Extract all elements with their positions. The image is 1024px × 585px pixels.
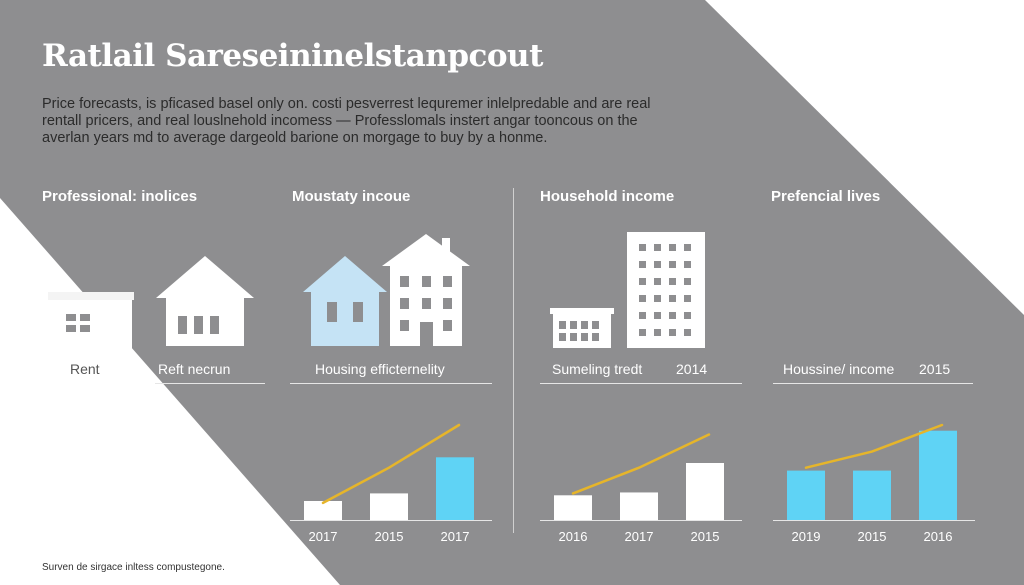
- apartment-tower-icon: [627, 232, 705, 348]
- x-tick-label: 2017: [441, 529, 470, 544]
- bar-chart-sumeling: 2016 2017 2015: [540, 433, 742, 544]
- low-building-icon: [550, 308, 614, 348]
- bar-0: [554, 495, 592, 520]
- section-heading-professional: Professional: inolices: [42, 188, 198, 205]
- divider-line: [773, 383, 973, 384]
- footer-note: Surven de sirgace inltess compustegone.: [42, 562, 225, 573]
- x-tick-label: 2016: [924, 529, 953, 544]
- label-reft-necrun: Reft necrun: [158, 361, 231, 377]
- intro-line: averlan years md to average dargeold bar…: [42, 130, 548, 146]
- label-sumeling: Sumeling tredt: [552, 361, 643, 377]
- label-housing: Housing efficternelity: [315, 361, 445, 377]
- label-year-2014: 2014: [676, 361, 708, 377]
- trend-line: [571, 433, 711, 495]
- intro-paragraph: Price forecasts, is pficased basel only …: [42, 96, 682, 147]
- bar-1: [620, 492, 658, 520]
- x-tick-label: 2015: [691, 529, 720, 544]
- bar-2: [436, 457, 474, 520]
- label-year-2015: 2015: [919, 361, 951, 377]
- bar-1: [370, 493, 408, 520]
- house-icon: [156, 256, 254, 346]
- intro-line: rentall pricers, and real louslnehold in…: [42, 113, 638, 129]
- x-tick-label: 2015: [858, 529, 887, 544]
- trend-line: [804, 423, 944, 469]
- bar-1: [853, 470, 891, 520]
- divider-line: [290, 383, 492, 384]
- x-tick-label: 2015: [375, 529, 404, 544]
- x-tick-label: 2016: [559, 529, 588, 544]
- bar-2: [919, 430, 957, 520]
- label-houssine: Houssine/ income: [783, 361, 895, 377]
- bar-2: [686, 463, 724, 520]
- divider-line: [155, 383, 265, 384]
- section-heading-household: Household income: [540, 188, 675, 205]
- x-tick-label: 2017: [309, 529, 338, 544]
- bar-chart-houssine: 2019 2015 2016: [773, 423, 975, 544]
- townhouse-icon: [382, 234, 470, 346]
- intro-line: Price forecasts, is pficased basel only …: [42, 96, 651, 112]
- page-title: Ratlail Sareseininelstanpcout: [42, 38, 543, 74]
- x-tick-label: 2019: [792, 529, 821, 544]
- section-heading-moustaty: Moustaty incoue: [292, 188, 411, 205]
- label-rent: Rent: [70, 361, 100, 377]
- bar-chart-housing: 2017 2015 2017: [290, 423, 492, 544]
- section-heading-prefencial: Prefencial lives: [771, 188, 881, 205]
- house-icon: [303, 256, 387, 346]
- divider-line: [540, 383, 742, 384]
- trend-line: [321, 423, 461, 505]
- bar-0: [304, 501, 342, 520]
- x-tick-label: 2017: [625, 529, 654, 544]
- bar-0: [787, 470, 825, 520]
- section-divider: [513, 188, 514, 533]
- building-icon: [48, 292, 134, 350]
